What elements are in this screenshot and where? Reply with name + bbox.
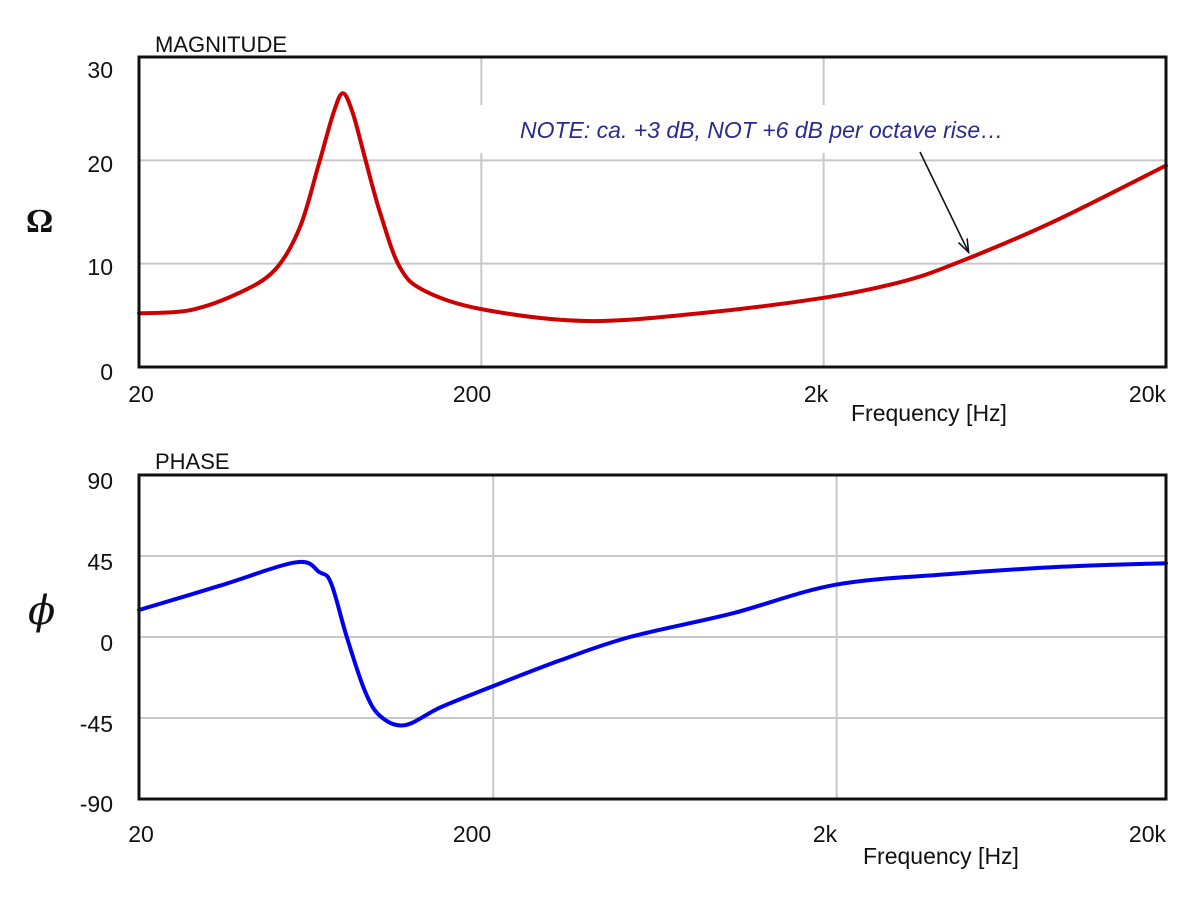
magnitude-gridlines [139,57,1166,367]
phase-x-axis-label: Frequency [Hz] [863,843,1019,869]
magnitude-x-tick-label: 20k [1129,381,1167,407]
phase-series-line [137,559,1168,728]
phase-plot-frame [137,473,1168,801]
magnitude-y-tick-label: 30 [87,57,113,83]
magnitude-title: MAGNITUDE [155,32,287,57]
magnitude-series-line [137,91,1168,324]
phase-x-tick-label: 2k [813,821,838,847]
phase-y-tick-label: 90 [87,468,113,494]
magnitude-y-tick-label: 10 [87,254,113,280]
phase-y-tick-label: 0 [100,630,113,656]
annotation-note: NOTE: ca. +3 dB, NOT +6 dB per octave ri… [520,117,1003,143]
magnitude-plot-frame [137,55,1168,369]
magnitude-y-tick-label: 0 [100,359,113,385]
phase-gridlines [139,475,1166,799]
annotation-arrow [919,151,970,253]
magnitude-y-axis-label: Ω [26,203,53,240]
magnitude-x-axis-label: Frequency [Hz] [851,400,1007,426]
magnitude-x-tick-label: 2k [804,381,829,407]
annotation-background [476,105,1102,153]
phase-title: PHASE [155,449,230,474]
magnitude-panel: NOTE: ca. +3 dB, NOT +6 dB per octave ri… [26,32,1168,426]
magnitude-y-tick-label: 20 [87,151,113,177]
phase-x-tick-label: 200 [453,821,491,847]
phase-y-tick-label: -90 [80,791,113,817]
magnitude-x-tick-label: 200 [453,381,491,407]
phase-y-axis-label: ϕ [28,588,55,634]
phase-x-tick-label: 20 [128,821,154,847]
phase-x-tick-label: 20k [1129,821,1167,847]
annotation-arrowhead [957,238,970,255]
phase-y-tick-label: 45 [87,549,113,575]
phase-y-tick-label: -45 [80,711,113,737]
magnitude-x-tick-label: 20 [128,381,154,407]
phase-panel: PHASE ϕ 90 45 0 -45 -90 20 200 2k 20k Fr… [28,449,1168,869]
